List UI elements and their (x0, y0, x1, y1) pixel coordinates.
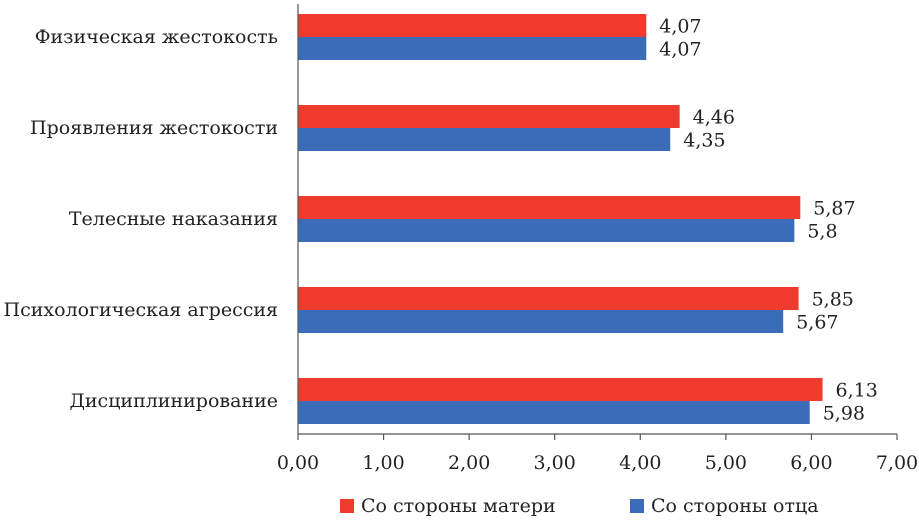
bar-mother-1 (298, 105, 680, 128)
data-label-father-0: 4,07 (659, 39, 701, 61)
bar-mother-4 (298, 378, 823, 401)
legend: Со стороны матери Со стороны отца (0, 493, 919, 519)
bar-father-1 (298, 128, 671, 151)
data-label-mother-3: 5,85 (812, 289, 854, 311)
bar-father-0 (298, 37, 647, 60)
category-label-3: Психологическая агрессия (4, 299, 278, 321)
x-tick-label-3: 3,00 (534, 452, 576, 474)
x-tick-label-5: 5,00 (705, 452, 747, 474)
legend-label-mother: Со стороны матери (361, 495, 556, 517)
data-label-mother-0: 4,07 (659, 16, 701, 38)
x-tick-label-1: 1,00 (362, 452, 404, 474)
bar-mother-3 (298, 287, 799, 310)
bar-father-3 (298, 310, 784, 333)
legend-label-father: Со стороны отца (651, 495, 819, 517)
data-label-mother-1: 4,46 (693, 107, 735, 129)
data-label-father-3: 5,67 (796, 312, 838, 334)
x-tick-label-7: 7,00 (876, 452, 918, 474)
data-label-father-2: 5,8 (807, 221, 837, 243)
x-tick-label-2: 2,00 (448, 452, 490, 474)
legend-item-father: Со стороны отца (630, 493, 819, 519)
x-tick-label-4: 4,00 (619, 452, 661, 474)
category-label-4: Дисциплинирование (69, 390, 278, 412)
data-label-father-1: 4,35 (683, 130, 725, 152)
x-tick-label-6: 6,00 (790, 452, 832, 474)
bar-father-2 (298, 219, 795, 242)
legend-swatch-mother (340, 499, 354, 513)
bar-mother-2 (298, 196, 801, 219)
category-label-1: Проявления жестокости (30, 117, 278, 139)
data-label-mother-2: 5,87 (813, 198, 855, 220)
x-tick-label-0: 0,00 (277, 452, 319, 474)
legend-swatch-father (630, 499, 644, 513)
category-label-2: Телесные наказания (69, 208, 278, 230)
data-label-father-4: 5,98 (823, 403, 865, 425)
category-label-0: Физическая жестокость (35, 26, 278, 48)
bar-mother-0 (298, 14, 647, 37)
data-label-mother-4: 6,13 (836, 380, 878, 402)
bar-father-4 (298, 401, 810, 424)
legend-item-mother: Со стороны матери (340, 493, 556, 519)
